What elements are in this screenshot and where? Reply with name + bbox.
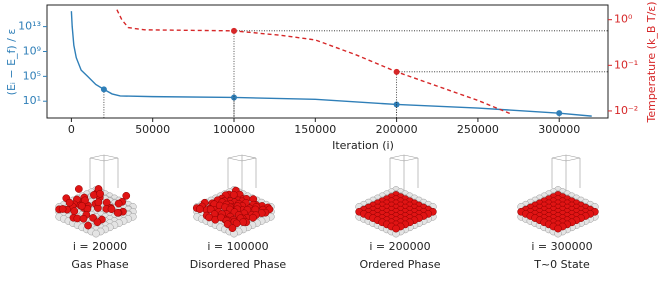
marker xyxy=(393,68,400,75)
panel: i = 200000 Ordered Phase xyxy=(355,154,441,271)
atom xyxy=(78,202,86,210)
y-axis-label: (Eᵢ − E_f) / ε xyxy=(5,29,18,96)
y2-axis-label: Temperature (k_B T/ε) xyxy=(645,1,658,123)
panel-label: i = 100000 xyxy=(207,240,268,253)
atom xyxy=(249,213,257,222)
series-line xyxy=(116,9,511,115)
plot-frame xyxy=(46,4,609,119)
panel-phase: T~0 State xyxy=(533,258,590,271)
panel: i = 300000 T~0 State xyxy=(517,154,599,271)
atom xyxy=(392,224,400,233)
marker xyxy=(231,94,237,101)
atom xyxy=(96,189,104,198)
atom xyxy=(228,224,237,233)
y-tick-label: 10¹ xyxy=(23,94,41,107)
marker xyxy=(231,27,237,34)
atom xyxy=(554,224,562,233)
x-tick-label: 300000 xyxy=(538,123,580,136)
x-axis-label: Iteration (i) xyxy=(332,139,394,152)
panel-label: i = 200000 xyxy=(369,240,430,253)
sim-box xyxy=(227,154,257,191)
panel-phase: Disordered Phase xyxy=(190,258,287,271)
x-tick-label: 100000 xyxy=(213,123,255,136)
y-tick-label: 10¹³ xyxy=(18,20,41,33)
x-tick-label: 50000 xyxy=(135,123,170,136)
atom xyxy=(70,207,79,215)
panel-phase: Ordered Phase xyxy=(359,258,440,271)
atom xyxy=(92,229,100,238)
marker xyxy=(100,86,107,93)
series-line xyxy=(70,11,592,117)
atom xyxy=(90,191,98,199)
atom xyxy=(196,205,204,213)
panel: i = 20000 Gas Phase xyxy=(55,154,137,271)
atom xyxy=(79,214,88,223)
marker xyxy=(556,110,563,117)
panel-phase: Gas Phase xyxy=(71,258,129,271)
atom xyxy=(107,205,116,214)
y2-tick-label: 10⁻¹ xyxy=(614,58,638,71)
y-tick-label: 10⁹ xyxy=(23,44,41,57)
panel: i = 100000 Disordered Phase xyxy=(190,154,287,271)
panel-label: i = 300000 xyxy=(531,240,592,253)
y2-tick-label: 10⁰ xyxy=(614,13,633,26)
atom xyxy=(84,221,92,230)
sim-box xyxy=(89,154,119,191)
sim-box xyxy=(389,154,419,191)
atom xyxy=(58,205,67,213)
sim-box xyxy=(551,154,581,191)
atom xyxy=(122,191,131,200)
atom xyxy=(239,218,247,226)
atom xyxy=(113,208,122,217)
x-tick-label: 200000 xyxy=(376,123,418,136)
atom xyxy=(94,198,103,207)
y2-tick-label: 10⁻² xyxy=(614,104,638,117)
atom xyxy=(74,185,83,193)
atom xyxy=(93,218,102,227)
panel-label: i = 20000 xyxy=(73,240,127,253)
atom xyxy=(229,190,238,199)
atom xyxy=(65,198,74,207)
x-tick-label: 150000 xyxy=(294,123,336,136)
x-tick-label: 0 xyxy=(68,123,75,136)
y-tick-label: 10⁵ xyxy=(23,69,41,82)
x-tick-label: 250000 xyxy=(457,123,499,136)
atom xyxy=(114,199,123,208)
